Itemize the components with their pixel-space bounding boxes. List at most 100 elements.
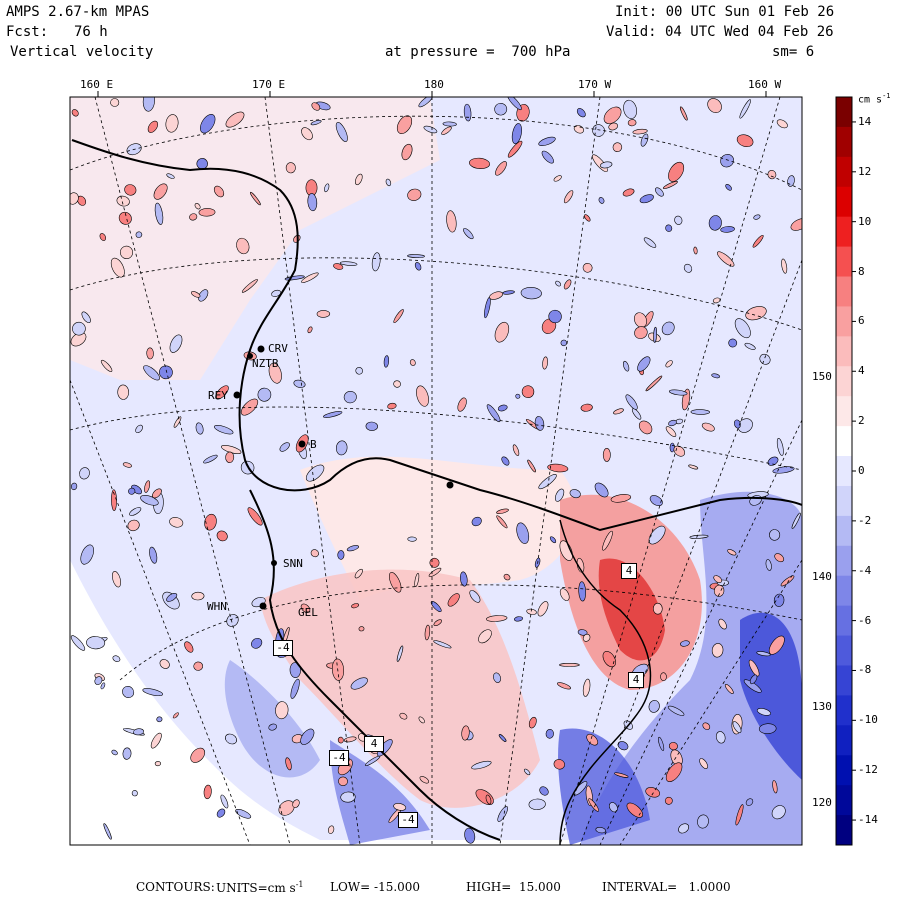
contour-blob [346,545,359,552]
contour-blob [190,291,201,298]
contour-blob [501,456,510,466]
contour-blob [203,784,212,800]
contour-blob [702,722,711,730]
contour-blob [494,102,508,116]
contour-blob [497,404,508,412]
station-crv [257,345,265,353]
contour-blob [496,508,509,514]
contour-blob [526,608,537,615]
graticule [70,97,802,845]
contour-blob [414,262,422,271]
contour-blob [144,480,151,493]
contour-blob [716,251,735,267]
contour-blob [649,495,663,507]
contour-blob [433,619,443,627]
contour-blob [520,286,542,300]
contour-blob [333,263,344,270]
east-strong-blue [740,612,802,780]
contour-blob [582,633,591,642]
contour-blob [494,321,510,343]
contour-blob [226,614,239,627]
contour-blob [667,705,685,716]
contour-blob [584,214,591,222]
contour-blob [204,513,217,531]
contour-blob [383,355,390,368]
contour-blob [72,321,86,336]
contour-blob [447,593,460,607]
station-b [298,440,306,448]
contour-blob [512,444,520,456]
contour-blob [110,98,120,107]
contour-blob [169,334,183,353]
contour-blob [337,550,345,560]
init-time: Init: 00 UTC Sun 01 Feb 26 [615,4,835,20]
contour-blob [563,190,574,204]
contour-blob [194,203,201,210]
contour-blob [200,114,216,134]
contour-blob [354,568,363,579]
contour-blob [553,759,565,770]
contour-blob [744,342,756,350]
contour-blob [739,99,751,119]
contour-blob [166,592,178,602]
contour-blob [718,618,727,630]
footer-contours: CONTOURS: [136,880,215,894]
colorbar-tick-label: -4 [858,563,872,577]
contour-blob [640,133,649,147]
contour-blob [662,181,678,189]
contour-blob [513,616,524,622]
contour-blob [658,736,665,751]
contour-blob [771,805,786,820]
contour-blob [528,716,537,729]
colorbar-unit: cm s-1 [858,92,891,106]
contour-blob [602,651,616,668]
contour-blob [559,588,570,601]
contour-blob [534,416,545,431]
contour-blob [79,467,90,480]
contour-blob [553,175,562,182]
station-label-rey: REY [208,389,228,402]
contour-blob [720,154,734,168]
contour-blob [736,134,754,148]
contour-blob [310,119,322,126]
contour-blob [645,787,661,798]
contour-blob [300,603,311,613]
south-blue-3 [558,728,650,845]
lat-label-140w: 140 W [812,570,846,583]
station-label-snn: SNN [283,557,303,570]
contour-blob [631,408,642,420]
footer-low: LOW= -15.000 [330,880,421,894]
contour-blob [693,246,698,255]
contour-blob [99,233,107,241]
contour-blob [660,672,667,681]
footer-high: HIGH= 15.000 [466,880,561,894]
contour-blob [335,440,348,456]
contour-blob [124,184,137,196]
contour-blob [247,507,263,526]
contour-blob [678,823,690,834]
model-title: AMPS 2.67-km MPAS [6,4,150,20]
contour-blob [707,98,722,114]
contour-blob [749,674,758,685]
contour-blobs [70,97,802,844]
station-label-whn: WHN [207,600,227,613]
contour-blob [664,796,673,805]
colorbar-unit-sup: -1 [882,92,891,100]
contour-blob [634,326,648,339]
lon-label-180: 180 [424,78,444,91]
contour-blob [80,544,94,565]
contour-blob [433,640,452,649]
contour-blob [133,728,144,736]
contour-blob [198,208,216,217]
contour-blob [489,291,504,300]
coastline [71,139,802,532]
contour-blob [81,311,91,324]
contour-blob [582,262,593,273]
contour-blob [250,191,261,206]
contour-blob [393,309,404,324]
contour-blob [537,601,549,617]
contour-blob [327,825,335,834]
contour-blob [116,195,130,207]
contour-blob [493,672,501,683]
contour-blob [290,678,300,699]
